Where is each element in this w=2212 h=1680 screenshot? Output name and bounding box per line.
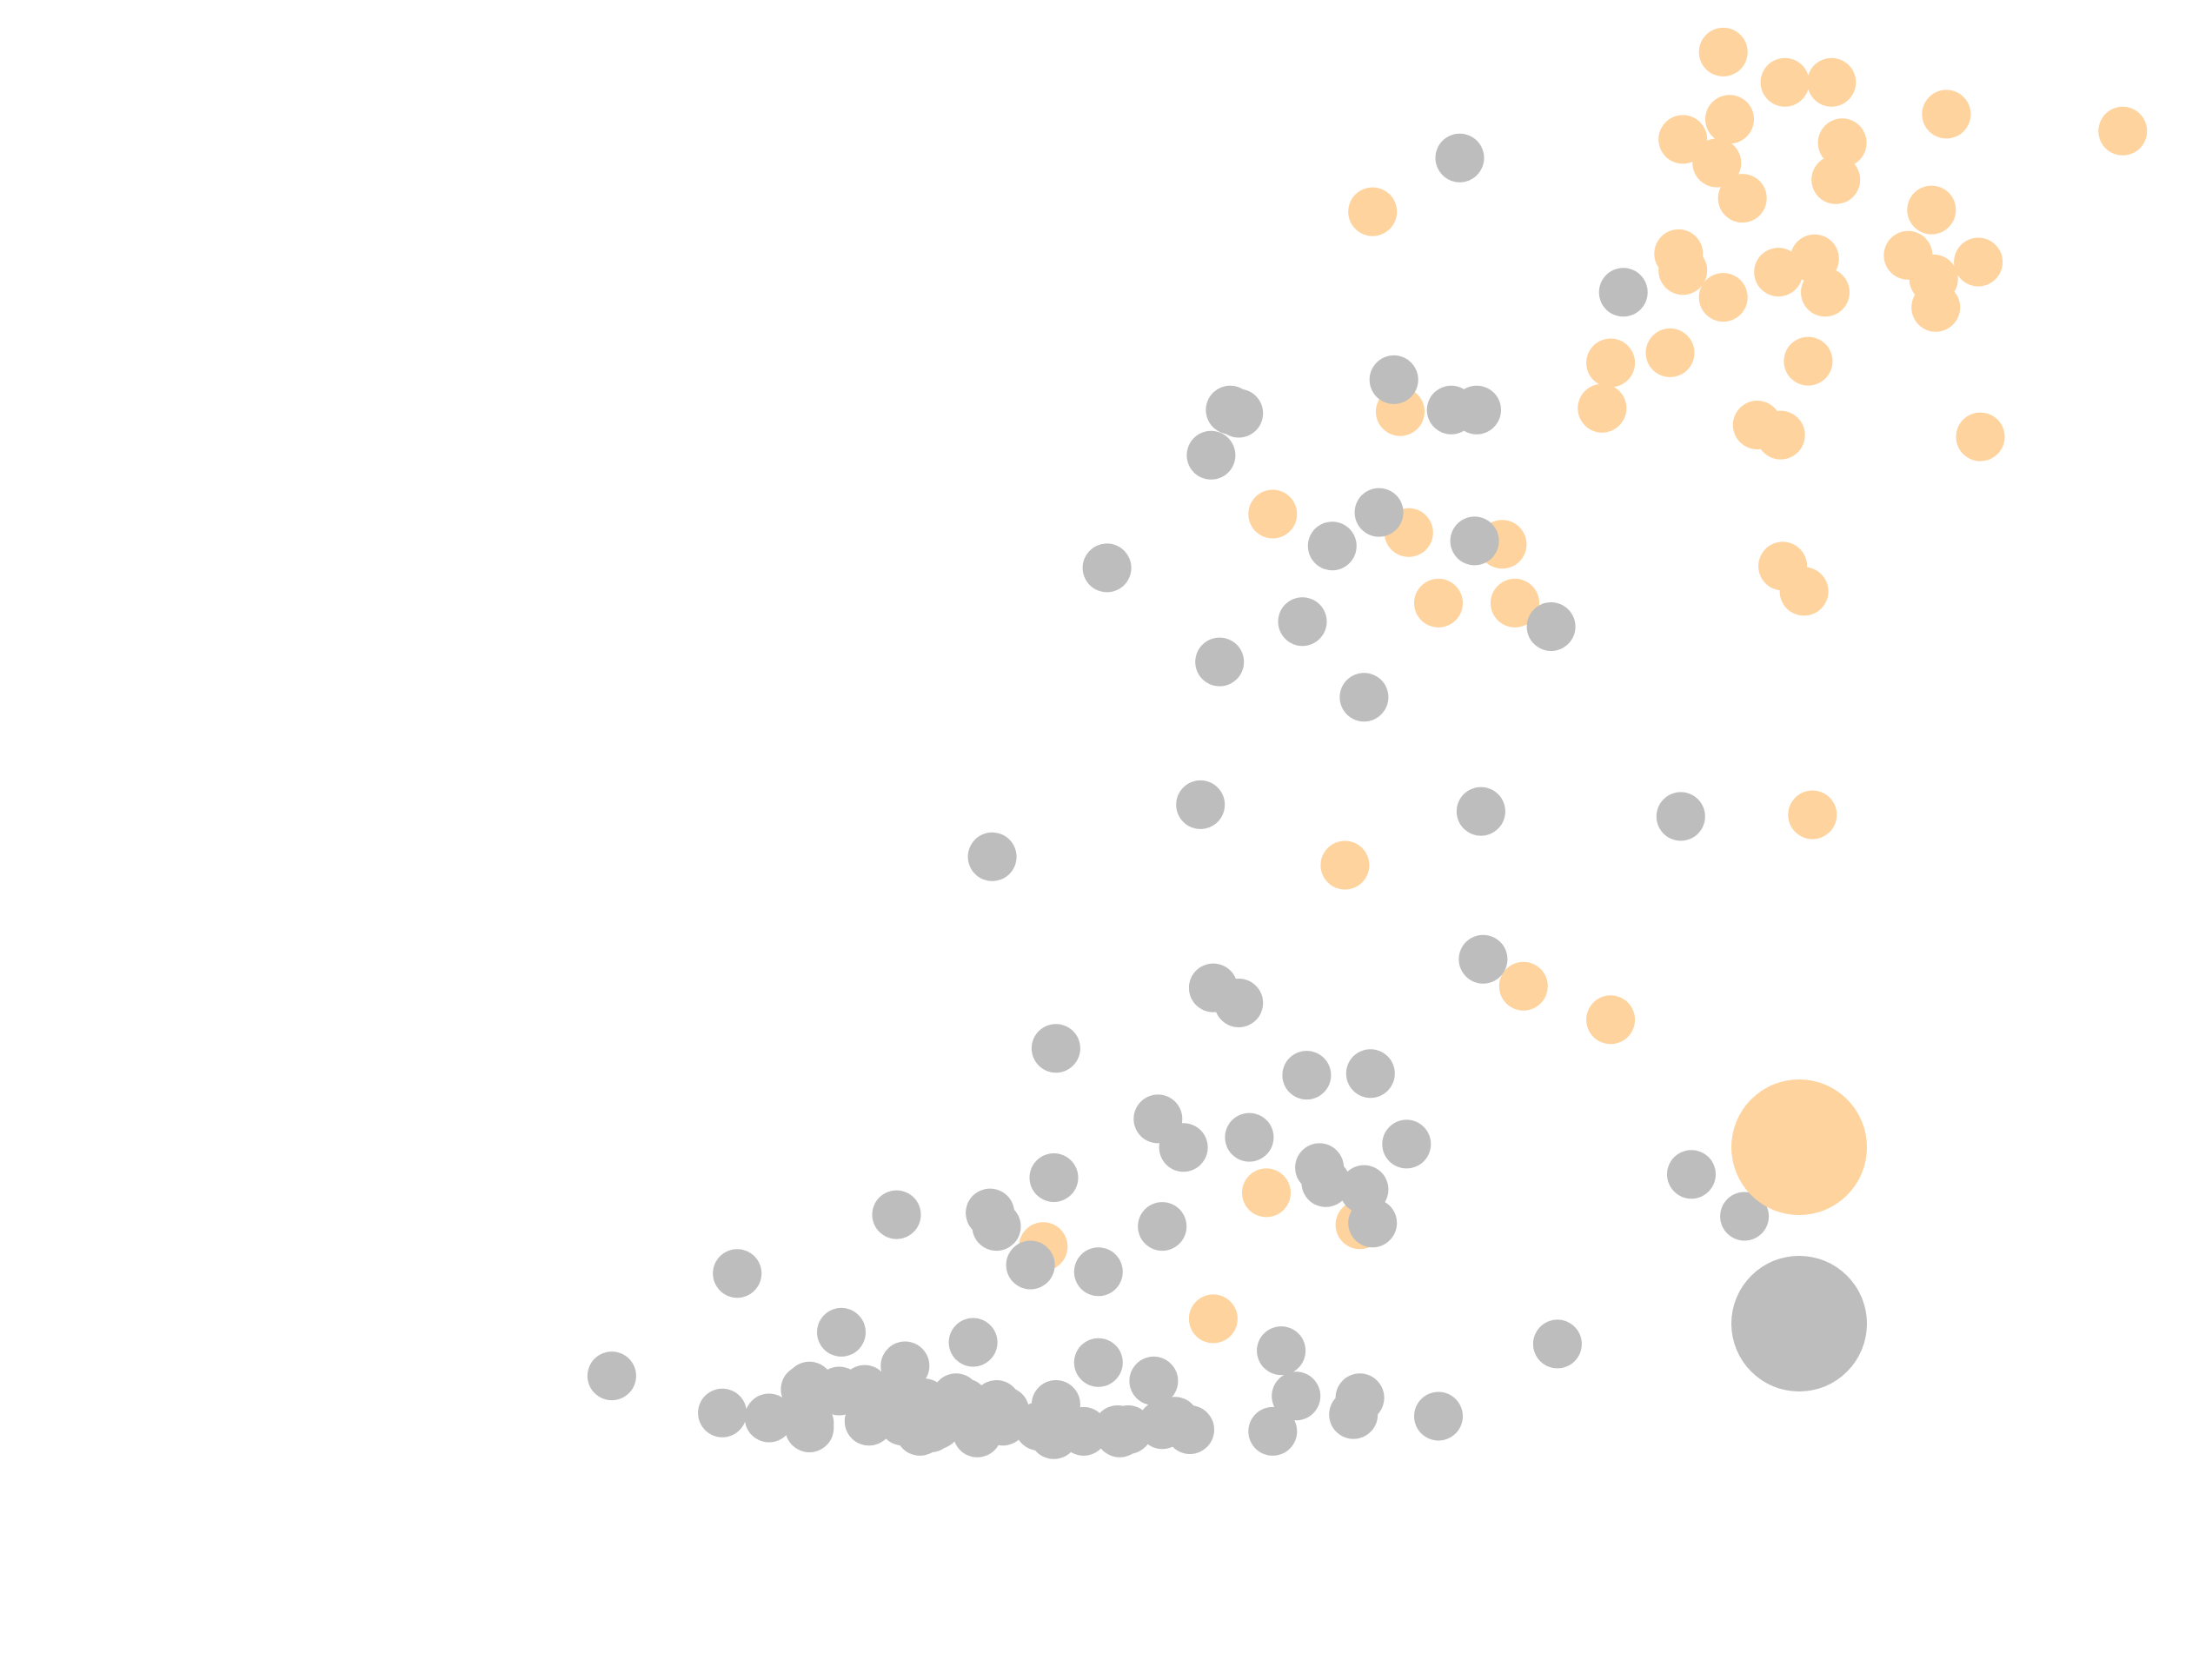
scatter-point [1282, 1051, 1332, 1100]
scatter-point [1242, 1168, 1291, 1218]
scatter-point [1526, 602, 1576, 651]
scatter-point [1248, 1406, 1298, 1456]
scatter-point [1129, 1356, 1179, 1405]
scatter-point [1348, 1199, 1398, 1248]
scatter-point [744, 1393, 794, 1443]
scatter-point [1817, 118, 1867, 168]
scatter-point [1586, 338, 1636, 388]
scatter-point [895, 1406, 945, 1456]
scatter-point [1029, 1410, 1079, 1459]
scatter-point [1532, 1319, 1582, 1369]
scatter-point [1272, 1371, 1321, 1421]
scatter-point [1807, 57, 1857, 107]
scatter-point [713, 1249, 762, 1298]
legend-marker-2 [1731, 1256, 1867, 1391]
scatter-point [1195, 637, 1245, 687]
scatter-point [1658, 246, 1708, 295]
scatter-point [1645, 328, 1695, 377]
scatter-point [1698, 27, 1748, 76]
scatter-point [1456, 787, 1505, 836]
scatter-point [1698, 273, 1748, 322]
scatter-point [1006, 1240, 1055, 1290]
scatter-point [1307, 521, 1357, 571]
scatter-point [1257, 1326, 1306, 1376]
scatter-point [1717, 174, 1767, 223]
scatter-point [972, 1202, 1021, 1252]
scatter-point [1450, 516, 1499, 566]
scatter-point [1811, 155, 1861, 204]
scatter-point [1692, 138, 1742, 188]
scatter-point [2098, 106, 2148, 156]
scatter-point [1779, 567, 1829, 616]
scatter-point [1214, 388, 1264, 438]
scatter-point [817, 1307, 866, 1357]
scatter-point [1188, 1294, 1238, 1344]
scatter-point [1656, 792, 1705, 841]
scatter-point [1166, 1405, 1214, 1454]
scatter-point [1073, 1338, 1123, 1387]
scatter-point [1186, 430, 1236, 480]
scatter-point [1788, 790, 1837, 840]
scatter-point [1705, 95, 1754, 144]
scatter-point [698, 1388, 747, 1438]
scatter-point [1138, 1202, 1187, 1252]
scatter-point [1339, 673, 1389, 722]
scatter-point [1301, 1158, 1351, 1207]
scatter-point [1922, 90, 1971, 139]
scatter-point [1911, 282, 1961, 332]
scatter-point [1435, 133, 1485, 183]
scatter-point [1452, 385, 1501, 435]
scatter-point [1954, 237, 2003, 287]
scatter-point [1458, 934, 1508, 984]
scatter-point [1073, 1247, 1123, 1297]
scatter-point [1720, 1192, 1770, 1241]
scatter-point [1278, 597, 1327, 647]
scatter-point [1667, 1150, 1716, 1199]
scatter-point [1176, 780, 1226, 829]
points-layer [587, 27, 2148, 1459]
scatter-point [1214, 979, 1264, 1027]
scatter-point [1225, 1112, 1274, 1162]
scatter-point [1498, 961, 1548, 1011]
scatter-point [1248, 489, 1298, 539]
scatter-point [1578, 383, 1627, 433]
scatter-point [1907, 185, 1956, 235]
scatter-point [1801, 268, 1850, 317]
scatter-point [1095, 1408, 1145, 1458]
series-1 [1019, 27, 2148, 1344]
scatter-point [1586, 995, 1636, 1045]
scatter-point [967, 832, 1017, 881]
scatter-point [1414, 578, 1463, 628]
scatter-point [872, 1190, 921, 1239]
scatter-point [1159, 1123, 1208, 1172]
scatter-point [785, 1404, 834, 1452]
scatter-point [953, 1408, 1002, 1458]
scatter-point [587, 1351, 636, 1401]
scatter-point [1031, 1024, 1080, 1073]
scatter-point [1658, 115, 1708, 164]
series-2 [587, 133, 1770, 1459]
scatter-point [1348, 187, 1398, 236]
scatter-point [1784, 336, 1833, 386]
scatter-point [948, 1318, 998, 1367]
scatter-point [1329, 1390, 1378, 1439]
scatter-point [1354, 488, 1404, 537]
scatter-point [1956, 412, 2005, 462]
scatter-point [1756, 410, 1805, 460]
scatter-point [1029, 1153, 1079, 1202]
scatter-point [1491, 578, 1539, 628]
legend-marker-1 [1731, 1079, 1867, 1215]
scatter-point [1345, 1049, 1395, 1099]
scatter-point [1082, 543, 1132, 593]
scatter-point [1382, 1119, 1431, 1169]
scatter-point [844, 1397, 893, 1446]
scatter-point [1369, 355, 1418, 404]
scatter-point [1598, 268, 1648, 317]
scatter-point [1760, 57, 1810, 107]
scatter-point [1414, 1391, 1463, 1441]
scatter-point [1320, 840, 1370, 890]
legend [1731, 1079, 1867, 1391]
